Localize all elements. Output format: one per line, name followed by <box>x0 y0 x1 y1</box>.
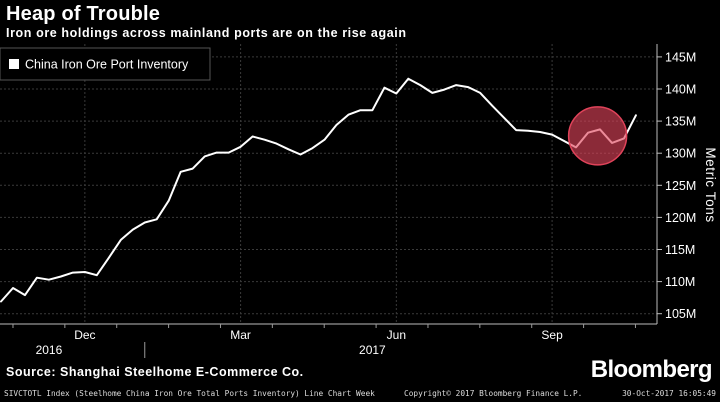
annotation-layer <box>567 106 628 166</box>
footer-timestamp: 30-Oct-2017 16:05:49 <box>622 389 716 398</box>
y-tick-label: 140M <box>665 83 696 97</box>
legend-swatch <box>9 59 19 69</box>
y-tick-label: 115M <box>665 243 695 257</box>
series-line <box>0 77 637 303</box>
chart-subtitle: Iron ore holdings across mainland ports … <box>6 26 407 40</box>
y-tick-label: 120M <box>665 211 696 225</box>
y-tick-label: 135M <box>665 115 696 129</box>
x-tick-label: Dec <box>74 328 95 342</box>
axis-layer <box>0 44 658 325</box>
legend-box <box>0 47 211 81</box>
footer-copyright: Copyright© 2017 Bloomberg Finance L.P. <box>404 389 583 398</box>
legend-label: China Iron Ore Port Inventory <box>25 58 189 72</box>
y-tick-label: 145M <box>665 50 696 64</box>
x-tick-label: Mar <box>230 328 251 342</box>
y-tick-label: 125M <box>665 179 696 193</box>
year-label: 2017 <box>359 343 386 357</box>
series-layer <box>0 77 637 303</box>
tick-layer: 105M 110M 115M 120M 125M 130M 135M 140M 145M Dec M… <box>12 50 696 358</box>
source-note: Source: Shanghai Steelhome E-Commerce Co… <box>6 365 304 379</box>
highlight-circle <box>567 106 628 166</box>
y-tick-label: 105M <box>665 307 696 321</box>
y-tick-label: 130M <box>665 147 696 161</box>
x-tick-label: Jun <box>387 328 406 342</box>
footer-bar: SIVCTOTL Index (Steelhome China Iron Ore… <box>0 386 720 402</box>
year-label: 2016 <box>36 343 63 357</box>
legend: China Iron Ore Port Inventory <box>0 47 211 81</box>
x-tick-label: Sep <box>541 328 563 342</box>
footer-index-info: SIVCTOTL Index (Steelhome China Iron Ore… <box>4 389 375 398</box>
grid-layer <box>0 44 657 324</box>
y-axis-title: Metric Tons <box>703 147 718 222</box>
y-tick-label: 110M <box>665 275 695 289</box>
bloomberg-logo: Bloomberg <box>590 356 713 383</box>
chart-title: Heap of Trouble <box>6 3 161 25</box>
